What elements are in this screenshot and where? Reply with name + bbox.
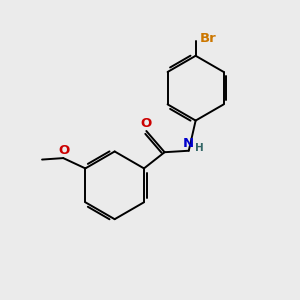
Text: N: N (183, 137, 194, 150)
Text: Br: Br (200, 32, 216, 46)
Text: H: H (195, 143, 203, 153)
Text: O: O (141, 117, 152, 130)
Text: O: O (58, 144, 70, 157)
